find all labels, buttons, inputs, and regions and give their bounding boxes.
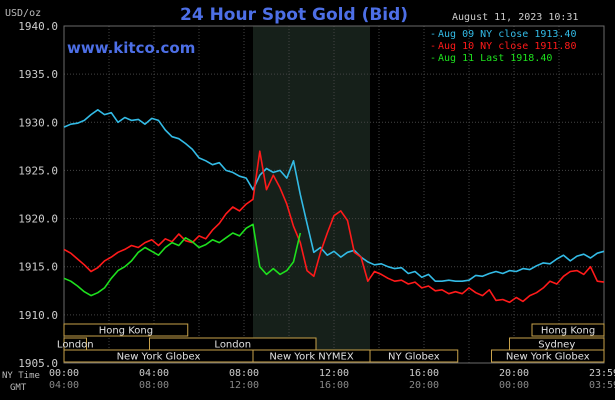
x-tick-gmt: 03:59 xyxy=(589,380,615,391)
plot-border xyxy=(63,25,605,364)
y-tick-label: 1910.0 xyxy=(18,309,58,322)
y-tick-label: 1920.0 xyxy=(18,213,58,226)
session-label: Hong Kong xyxy=(541,326,595,337)
session-bars: Hong Kong London London New York Globex New … xyxy=(57,323,605,363)
x-tick-ny: 08:00 xyxy=(229,368,259,379)
x-tick-ny: 23:59 xyxy=(589,368,615,379)
y-axis-label: USD/oz xyxy=(5,8,41,19)
session-label: Hong Kong xyxy=(99,326,153,337)
x-tick-gmt: 08:00 xyxy=(139,380,169,391)
x-axis-ticks: 00:0004:0004:0008:0008:0012:0012:0016:00… xyxy=(49,368,615,391)
x-tick-ny: 00:00 xyxy=(49,368,79,379)
y-tick-label: 1905.0 xyxy=(18,357,58,370)
x-tick-ny: 20:00 xyxy=(499,368,529,379)
y-tick-label: 1935.0 xyxy=(18,68,58,81)
legend-entry-aug10: Aug 10 NY close 1911.80 xyxy=(438,41,576,52)
legend-marker-aug11: - xyxy=(430,53,436,64)
session-label: New York Globex xyxy=(506,352,590,363)
session-bar xyxy=(531,323,605,337)
series-line-2 xyxy=(63,223,302,297)
legend-marker-aug09: - xyxy=(430,29,436,40)
x-tick-ny: 04:00 xyxy=(139,368,169,379)
chart-timestamp: August 11, 2023 10:31 xyxy=(452,12,578,23)
x-tick-gmt: 00:00 xyxy=(499,380,529,391)
watermark-url: www.kitco.com xyxy=(67,39,195,57)
session-bar xyxy=(369,349,459,363)
series-line-1 xyxy=(63,150,605,304)
nymex-session-highlight xyxy=(253,26,370,363)
session-label: New York NYMEX xyxy=(269,352,354,363)
x-tick-gmt: 12:00 xyxy=(229,380,259,391)
chart-title: 24 Hour Spot Gold (Bid) xyxy=(180,5,408,25)
session-label: London xyxy=(214,340,251,351)
y-axis-ticks: 1940.0 1935.0 1930.0 1925.0 1920.0 1915.0 1910… xyxy=(18,20,58,370)
series-line-0 xyxy=(63,109,605,283)
y-tick-label: 1930.0 xyxy=(18,116,58,129)
legend-entry-aug11: Aug 11 Last 1918.40 xyxy=(438,53,552,64)
series-lines xyxy=(63,109,605,304)
legend-marker-aug10: - xyxy=(430,41,436,52)
session-label: NY Globex xyxy=(388,352,440,363)
gmt-row-label: GMT xyxy=(10,383,27,393)
y-tick-label: 1940.0 xyxy=(18,20,58,33)
x-tick-ny: 16:00 xyxy=(409,368,439,379)
y-tick-label: 1915.0 xyxy=(18,261,58,274)
legend-entry-aug09: Aug 09 NY close 1913.40 xyxy=(438,29,576,40)
y-tick-label: 1925.0 xyxy=(18,164,58,177)
session-bar xyxy=(491,349,605,363)
session-label: Sydney xyxy=(538,340,575,351)
session-bar xyxy=(63,323,189,337)
legend: - Aug 09 NY close 1913.40 - Aug 10 NY cl… xyxy=(430,29,576,64)
x-tick-gmt: 04:00 xyxy=(49,380,79,391)
session-label: New York Globex xyxy=(117,352,201,363)
x-tick-gmt: 20:00 xyxy=(409,380,439,391)
ny-time-row-label: NY Time xyxy=(2,371,40,381)
x-tick-gmt: 16:00 xyxy=(319,380,349,391)
x-tick-ny: 12:00 xyxy=(319,368,349,379)
session-label: London xyxy=(57,340,94,351)
